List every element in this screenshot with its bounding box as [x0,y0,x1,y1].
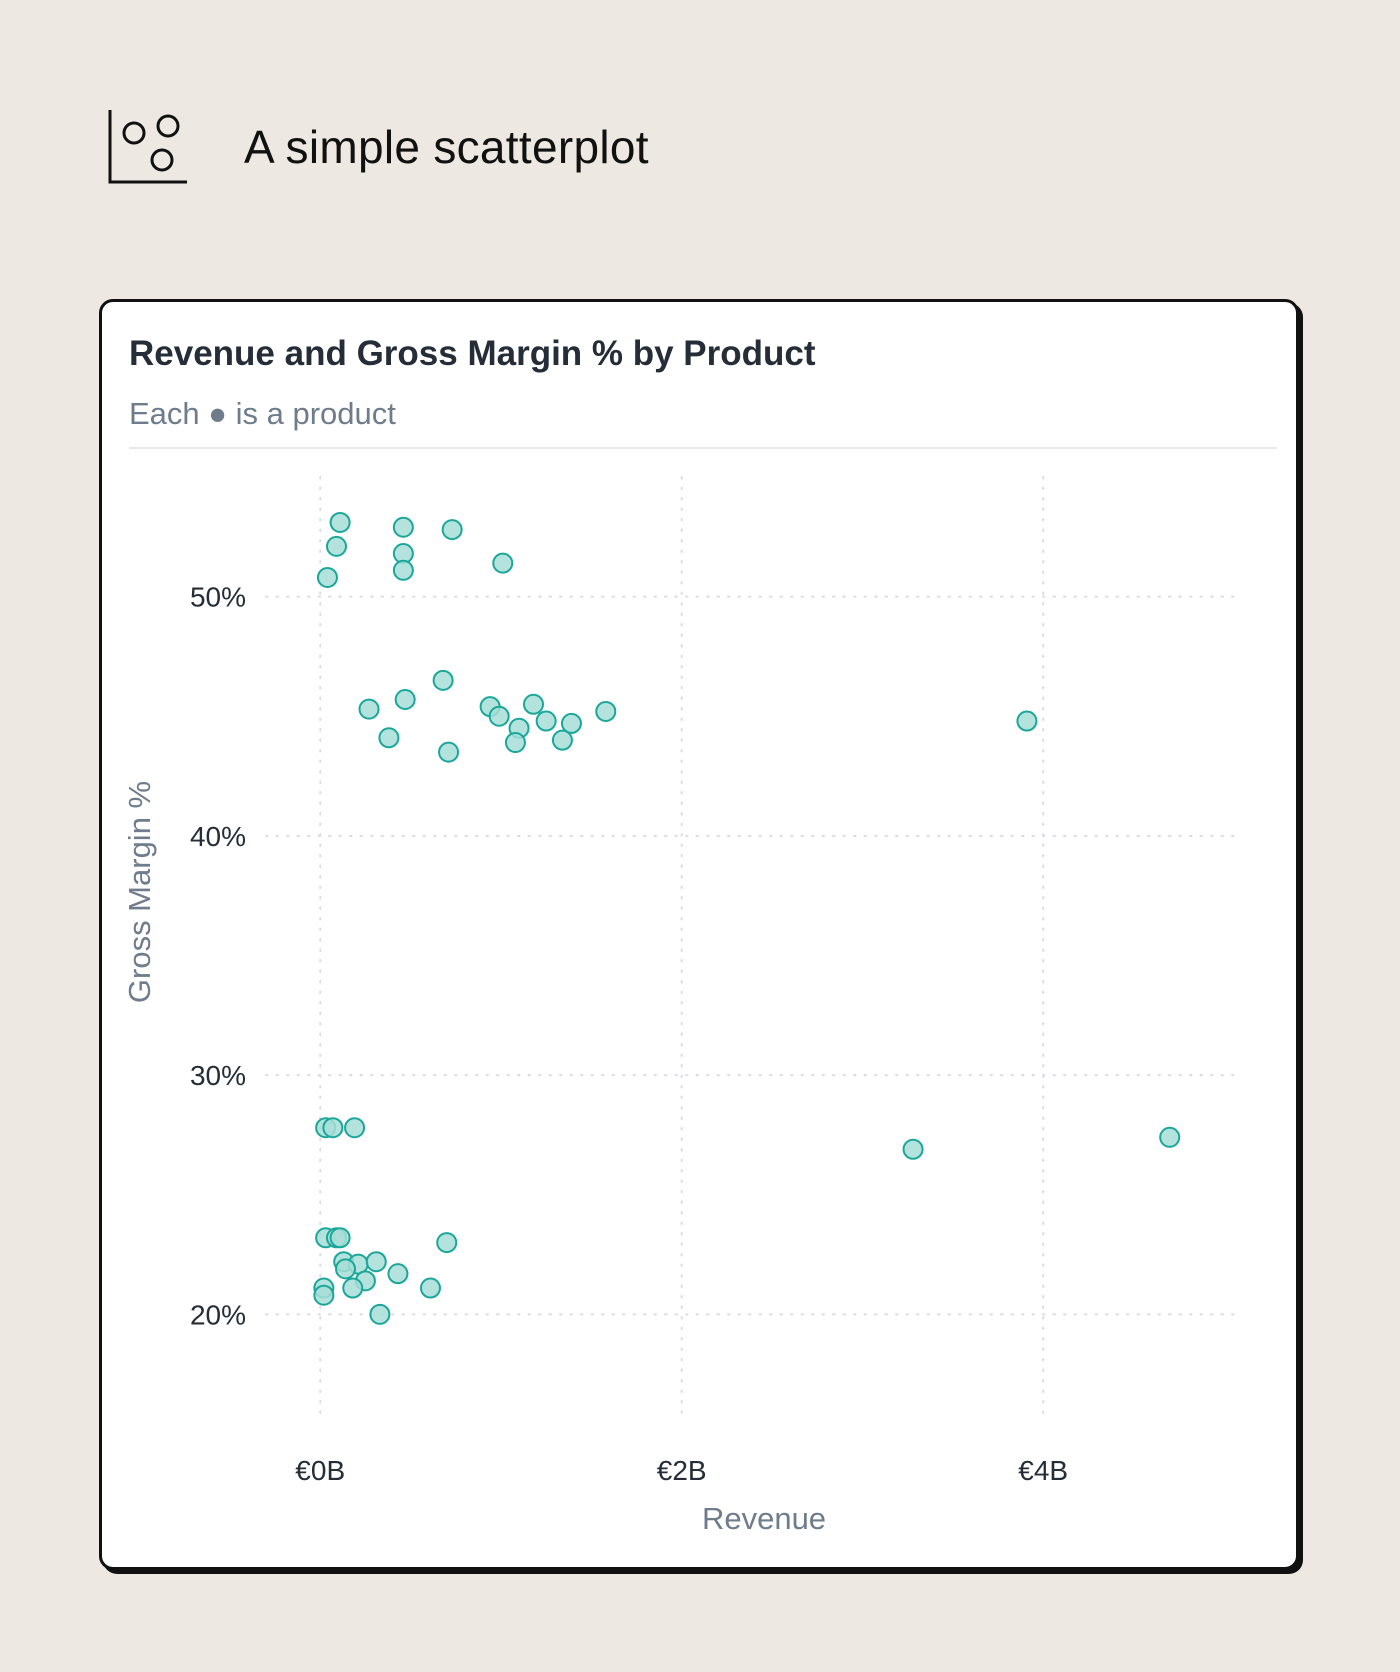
x-tick-label: €0B [295,1455,345,1486]
data-point[interactable] [316,566,338,588]
data-point[interactable] [432,669,454,691]
data-point[interactable] [387,1263,409,1285]
axis-labels: 20% 30% 40% 50% €0B €2B €4B [190,582,1068,1486]
data-point[interactable] [1159,1126,1181,1148]
chart-title: Revenue and Gross Margin % by Product [129,334,816,373]
data-point[interactable] [335,1258,357,1280]
data-point[interactable] [551,729,573,751]
data-point[interactable] [378,727,400,749]
data-point[interactable] [344,1117,366,1139]
chart-subtitle: Each ● is a product [129,396,396,431]
chart-card: Revenue and Gross Margin % by Product Ea… [99,299,1299,1570]
data-point[interactable] [329,511,351,533]
data-point[interactable] [438,741,460,763]
page-title: A simple scatterplot [244,121,649,173]
scatterplot-icon [108,110,192,192]
x-tick-label: €4B [1018,1455,1068,1486]
data-point[interactable] [522,693,544,715]
data-point[interactable] [392,559,414,581]
data-point[interactable] [492,552,514,574]
data-point[interactable] [358,698,380,720]
x-axis-title: Revenue [702,1501,826,1536]
data-point[interactable] [419,1277,441,1299]
grid-lines [265,476,1243,1423]
data-point[interactable] [488,705,510,727]
y-axis-title: Gross Margin % [122,781,157,1003]
data-point[interactable] [313,1284,335,1306]
y-tick-label: 40% [190,821,246,852]
scatter-plot: 20% 30% 40% 50% €0B €2B €4B Revenue Gross Marg… [122,476,1243,1536]
y-tick-label: 30% [190,1060,246,1091]
data-point[interactable] [436,1232,458,1254]
data-point[interactable] [560,712,582,734]
x-tick-label: €2B [657,1455,707,1486]
data-point[interactable] [504,732,526,754]
data-point[interactable] [365,1251,387,1273]
data-points [313,511,1181,1325]
data-point[interactable] [394,688,416,710]
y-tick-label: 50% [190,582,246,613]
data-point[interactable] [595,700,617,722]
data-point[interactable] [535,710,557,732]
data-point[interactable] [342,1277,364,1299]
data-point[interactable] [329,1227,351,1249]
data-point[interactable] [902,1138,924,1160]
data-point[interactable] [322,1117,344,1139]
data-point[interactable] [1016,710,1038,732]
title-divider [129,447,1277,449]
y-tick-label: 20% [190,1299,246,1330]
data-point[interactable] [392,516,414,538]
data-point[interactable] [441,519,463,541]
data-point[interactable] [325,535,347,557]
data-point[interactable] [369,1303,391,1325]
